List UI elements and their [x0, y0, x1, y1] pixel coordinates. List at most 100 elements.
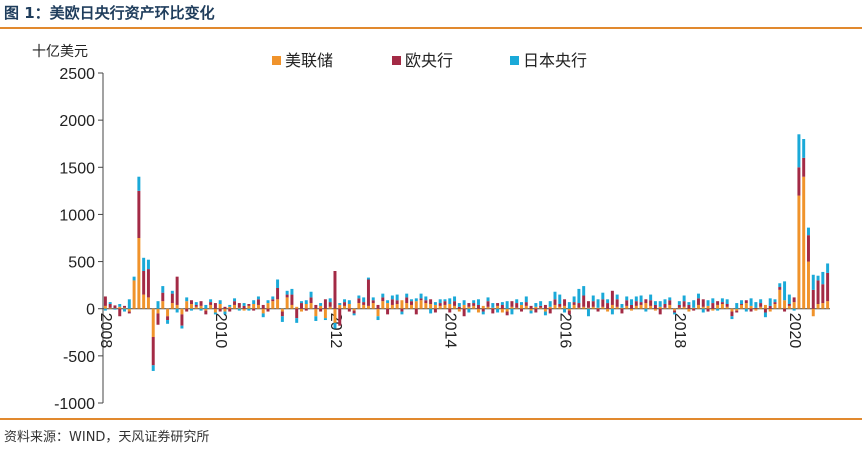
bar-segment-fed [716, 304, 720, 309]
bar-segment-boj [295, 318, 299, 323]
bar-segment-boj [634, 296, 638, 302]
bar-segment-boj [673, 312, 677, 315]
bar-segment-ecb [123, 305, 127, 308]
bar-segment-boj [716, 308, 720, 311]
bar-segment-boj [233, 298, 237, 302]
bar-segment-boj [161, 286, 165, 293]
bar-segment-boj [414, 298, 418, 302]
bar-segment-fed [754, 308, 758, 311]
bar-segment-ecb [759, 303, 763, 307]
bar-segment-boj [304, 300, 308, 304]
bar-segment-fed [649, 305, 653, 309]
bar-segment-boj [778, 283, 782, 288]
bar-segment-ecb [366, 279, 370, 306]
bar-segment-fed [515, 307, 519, 309]
bar-segment-ecb [290, 294, 294, 305]
bar-segment-boj [386, 300, 390, 304]
bar-segment-fed [740, 304, 743, 309]
bar-segment-ecb [476, 304, 480, 309]
bar-segment-ecb [218, 308, 222, 312]
bar-segment-fed [582, 306, 586, 309]
bar-segment-boj [366, 277, 370, 280]
bar-segment-boj [582, 286, 586, 296]
bar-segment-boj [266, 300, 270, 304]
bar-segment-ecb [687, 304, 691, 309]
bar-segment-fed [261, 308, 265, 314]
bar-segment-fed [653, 308, 657, 311]
bar-segment-ecb [295, 308, 299, 319]
bar-segment-ecb [352, 310, 356, 314]
bar-segment-fed [668, 304, 672, 309]
bar-segment-boj [476, 299, 480, 305]
bar-segment-boj [620, 304, 624, 308]
bar-segment-boj [701, 308, 705, 313]
bar-segment-fed [524, 305, 528, 309]
y-tick-label: 1500 [59, 160, 95, 177]
bar-segment-ecb [500, 304, 504, 309]
title-divider [0, 27, 862, 29]
bar-segment-boj [481, 311, 485, 315]
bar-segment-ecb [108, 304, 112, 308]
bar-segment-boj [204, 304, 208, 309]
bar-segment-fed [553, 304, 557, 309]
bar-segment-ecb [213, 303, 217, 309]
bar-segment-ecb [625, 300, 629, 306]
bar-segment-ecb [563, 299, 567, 306]
bar-segment-fed [151, 308, 155, 337]
bar-segment-fed [185, 301, 189, 309]
bar-segment-boj [453, 296, 457, 302]
bar-segment-ecb [180, 314, 184, 326]
bar-segment-ecb [582, 295, 586, 307]
legend: 美联储 欧央行 日本央行 [272, 51, 587, 70]
bar-segment-fed [759, 306, 763, 309]
bar-segment-boj [371, 297, 375, 301]
bar-segment-ecb [438, 303, 442, 306]
x-tick-label: 2010 [212, 313, 229, 349]
bar-segment-boj [567, 302, 571, 309]
bar-segment-ecb [285, 294, 289, 298]
bar-segment-boj [209, 299, 213, 303]
bar-segment-boj [252, 300, 256, 304]
bar-segment-ecb [242, 305, 246, 309]
y-tick-label: 2000 [59, 113, 95, 130]
bar-segment-fed [720, 304, 724, 309]
bar-segment-boj [400, 311, 404, 315]
bar-segment-fed [749, 305, 753, 309]
bar-segment-fed [170, 303, 174, 309]
bar-segment-boj [773, 299, 777, 303]
bar-segment-fed [414, 301, 418, 309]
bar-segment-fed [701, 306, 705, 309]
bar-segment-ecb [118, 308, 122, 317]
bar-segment-fed [166, 308, 170, 317]
bar-segment-boj [548, 301, 552, 307]
bar-segment-boj [792, 308, 796, 311]
bar-segment-fed [237, 307, 241, 309]
bar-segment-fed [797, 195, 801, 309]
bar-segment-ecb [314, 304, 318, 309]
bar-segment-boj [166, 320, 170, 324]
bar-segment-ecb [720, 302, 724, 304]
bar-segment-boj [362, 297, 366, 303]
bar-segment-ecb [209, 302, 213, 305]
bar-segment-ecb [496, 303, 500, 306]
bar-segment-ecb [634, 301, 638, 306]
bar-segment-ecb [190, 300, 193, 304]
bar-segment-ecb [620, 308, 624, 314]
bar-segment-fed [146, 297, 150, 309]
bar-segment-ecb [142, 271, 146, 295]
bar-segment-ecb [103, 296, 107, 306]
bar-segment-fed [486, 306, 490, 309]
bar-segment-boj [256, 296, 260, 300]
bar-segment-fed [567, 308, 571, 311]
bar-segment-ecb [400, 308, 404, 312]
bar-segment-fed [601, 306, 605, 309]
bar-segment-fed [787, 305, 791, 309]
bar-segment-ecb [754, 307, 758, 309]
bar-segment-ecb [137, 190, 141, 238]
bar-segment-boj [438, 299, 442, 304]
chart-title: 图 1：美欧日央行资产环比变化 [4, 4, 215, 22]
bar-segment-fed [610, 304, 614, 309]
bar-segment-ecb [146, 269, 150, 298]
bar-segment-ecb [462, 308, 466, 317]
bar-segment-ecb [448, 308, 452, 313]
